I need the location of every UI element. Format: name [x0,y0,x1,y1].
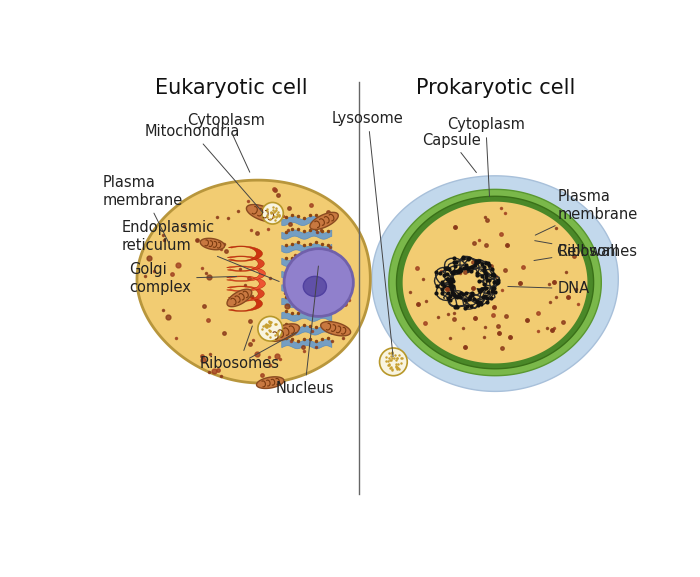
Text: Eukaryotic cell: Eukaryotic cell [155,78,308,99]
Polygon shape [228,296,262,312]
Polygon shape [281,339,332,349]
Polygon shape [227,276,265,291]
Polygon shape [281,312,332,321]
Text: Endoplasmic
reticulum: Endoplasmic reticulum [122,220,279,282]
Polygon shape [228,256,265,271]
Text: DNA: DNA [508,281,589,296]
Polygon shape [200,238,225,250]
Polygon shape [281,285,332,294]
Text: Cell wall: Cell wall [534,244,619,261]
Polygon shape [267,324,300,342]
Polygon shape [281,230,332,239]
Text: Prokaryotic cell: Prokaryotic cell [416,78,575,99]
Text: Lysosome: Lysosome [332,111,404,357]
Polygon shape [256,377,284,388]
Polygon shape [281,243,332,253]
Text: Ribosomes: Ribosomes [535,241,638,259]
Ellipse shape [303,276,326,297]
Text: Cytoplasm: Cytoplasm [188,113,265,172]
Polygon shape [396,196,594,369]
Polygon shape [372,176,618,391]
Polygon shape [321,321,351,336]
Text: Plasma
membrane: Plasma membrane [536,189,638,235]
Circle shape [258,316,283,341]
Polygon shape [227,289,252,306]
Polygon shape [310,212,338,230]
Polygon shape [246,204,279,222]
Text: Mitochondria: Mitochondria [145,124,263,213]
Text: Nucleus: Nucleus [276,266,334,395]
Polygon shape [281,257,332,267]
Polygon shape [228,246,262,261]
Polygon shape [402,202,587,364]
Ellipse shape [284,249,354,316]
Text: Golgi
complex: Golgi complex [130,263,237,295]
Polygon shape [389,189,601,376]
Polygon shape [281,298,332,308]
Polygon shape [228,286,265,301]
Polygon shape [281,271,332,280]
Polygon shape [227,266,265,282]
Polygon shape [137,180,370,383]
Text: Plasma
membrane: Plasma membrane [103,175,183,243]
Polygon shape [281,216,332,226]
Text: Ribosomes: Ribosomes [199,326,279,371]
Circle shape [262,203,284,224]
Circle shape [379,348,407,376]
Text: Cytoplasm: Cytoplasm [447,117,525,197]
Text: Capsule: Capsule [422,133,480,173]
Polygon shape [281,326,332,335]
